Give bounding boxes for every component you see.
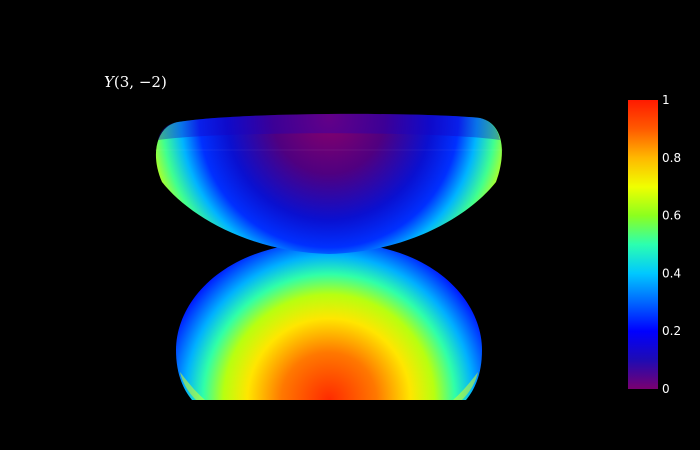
lower-lobe-surface: [176, 242, 482, 400]
colorbar-tick-label: 0.4: [662, 266, 681, 280]
colorbar-tick-label: 0.8: [662, 151, 681, 165]
colorbar-tick-label: 0.2: [662, 324, 681, 338]
title-symbol: Y: [104, 73, 114, 91]
lower-lobe-rim: [180, 372, 205, 400]
colorbar-tick-label: 0.6: [662, 209, 681, 223]
title-args: (3, −2): [113, 73, 167, 91]
colorbar-fill: [628, 100, 658, 389]
plot-title: Y(3, −2): [104, 73, 167, 91]
colorbar-tick-label: 0: [662, 382, 670, 396]
lower-lobe-rim-right: [453, 372, 478, 400]
upper-lobe-surface: [155, 113, 502, 255]
upper-lobe-rim: [158, 113, 500, 140]
colorbar-tick-label: 1: [662, 93, 670, 107]
